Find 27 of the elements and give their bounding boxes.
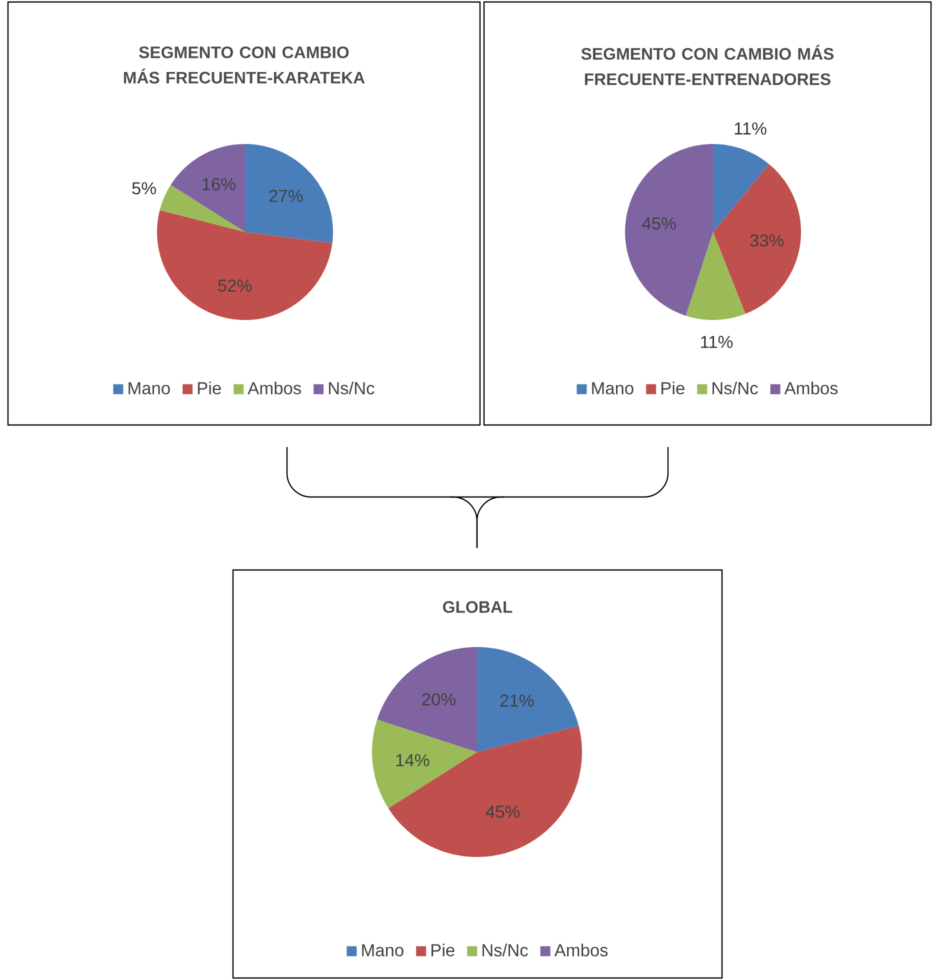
data-label: 45% [642, 217, 676, 230]
legend-label: Pie [198, 382, 221, 394]
legend-label: Ns/Nc [482, 944, 528, 956]
chart-title: GLOBAL [443, 601, 512, 613]
legend-label: Pie [662, 382, 684, 394]
chart-title: SEGMENTO CON CAMBIO MÁS FRECUENTE-ENTRENADORES [581, 44, 834, 86]
legend-label: Ambos [554, 944, 608, 956]
data-label: 5% [132, 182, 156, 194]
data-label: 52% [218, 279, 252, 292]
data-label: 16% [202, 178, 236, 190]
chart-title: SEGMENTO CON CAMBIO MÁS FRECUENTE-KARATEKA [124, 46, 365, 84]
data-label: 11% [734, 122, 766, 135]
data-label: 27% [269, 190, 303, 202]
legend-label: Mano [128, 382, 170, 394]
legend-label: Ambos [248, 382, 301, 394]
data-label: 14% [396, 754, 430, 766]
legend-label: Ns/Nc [329, 382, 374, 394]
data-label: 20% [422, 693, 456, 706]
legend-label: Ns/Nc [712, 382, 758, 394]
data-label: 33% [750, 234, 784, 247]
data-label: 45% [486, 806, 520, 818]
legend-label: Mano [592, 382, 634, 394]
legend-label: Mano [362, 944, 404, 956]
legend-label: Ambos [784, 382, 838, 394]
data-label: 11% [701, 336, 733, 348]
legend-label: Pie [432, 944, 454, 956]
data-label: 21% [500, 694, 534, 707]
